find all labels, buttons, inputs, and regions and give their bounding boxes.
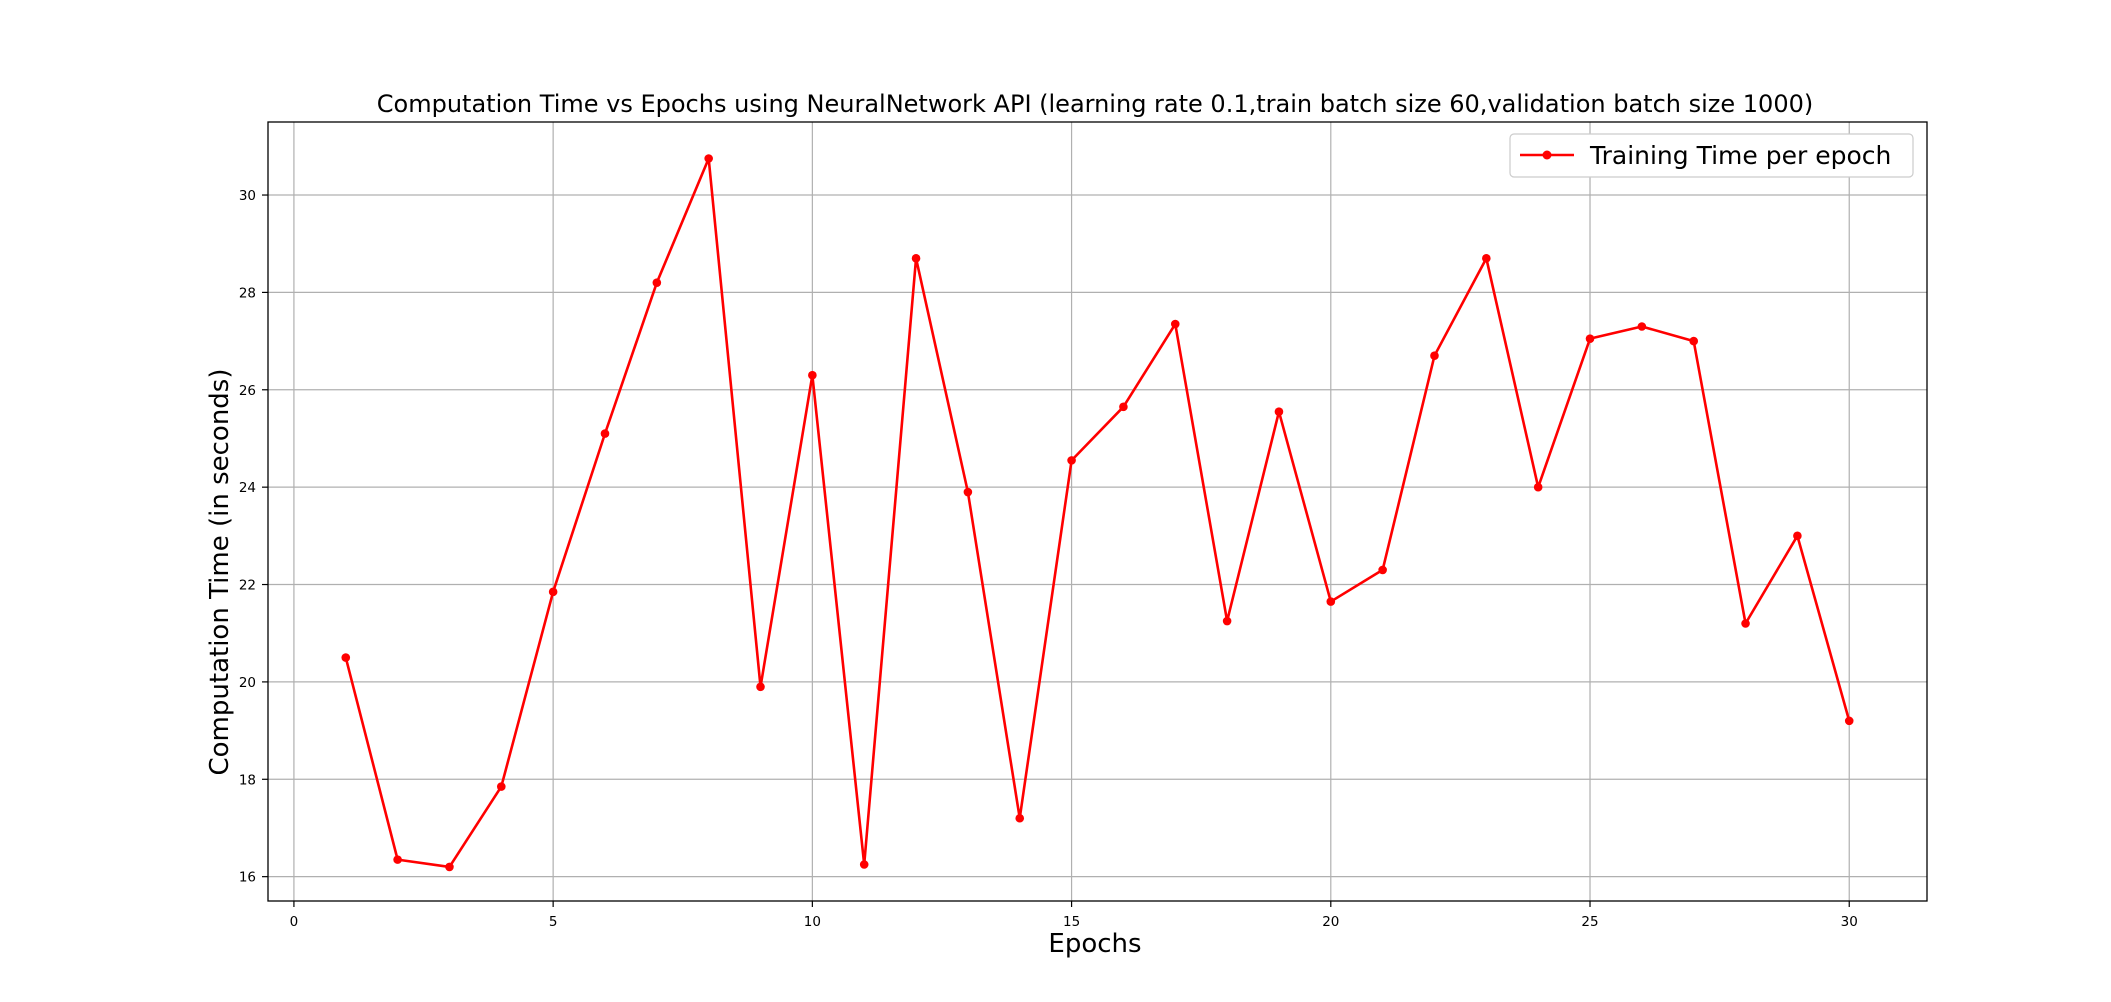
- y-tick-label: 28: [239, 285, 256, 301]
- x-tick-label: 10: [804, 914, 821, 930]
- data-point: [1533, 482, 1543, 492]
- data-point: [341, 653, 351, 662]
- data-point: [445, 862, 454, 872]
- data-point: [756, 682, 765, 692]
- legend: Training Time per epoch: [1509, 133, 1914, 178]
- data-point: [1430, 351, 1439, 361]
- data-point: [1119, 402, 1128, 412]
- y-tick-label: 26: [239, 383, 256, 399]
- y-tick-label: 30: [239, 188, 256, 204]
- data-point: [548, 587, 558, 597]
- legend-marker-sample: [1542, 150, 1552, 160]
- data-point: [1326, 597, 1336, 606]
- data-point: [1689, 336, 1699, 346]
- x-tick-label: 30: [1841, 914, 1858, 930]
- data-point: [1585, 334, 1595, 343]
- plot-area-frame: [267, 121, 1928, 902]
- series-line: [344, 157, 1851, 869]
- y-axis-label: Computation Time (in seconds): [205, 369, 235, 776]
- data-point: [652, 278, 662, 287]
- data-point: [704, 154, 713, 163]
- x-tick-label: 0: [290, 914, 299, 930]
- data-point: [1741, 619, 1750, 628]
- x-tick-label: 25: [1581, 914, 1598, 930]
- x-axis-label: Epochs: [1048, 929, 1141, 959]
- data-point: [1637, 322, 1647, 331]
- data-point: [1170, 319, 1180, 329]
- x-tick-label: 5: [549, 914, 558, 930]
- data-point: [1378, 565, 1387, 575]
- x-tick-label: 20: [1322, 914, 1339, 930]
- data-point: [1274, 407, 1284, 416]
- data-point: [963, 487, 973, 497]
- data-point: [808, 370, 817, 380]
- y-tick-label: 18: [239, 772, 256, 788]
- data-point: [859, 860, 869, 869]
- grid-lines: [268, 122, 1927, 901]
- data-series: [341, 154, 1854, 872]
- y-tick-label: 24: [239, 480, 256, 496]
- x-tick-label: 15: [1063, 914, 1080, 930]
- legend-box: [1509, 133, 1914, 178]
- chart-title: Computation Time vs Epochs using NeuralN…: [377, 90, 1813, 118]
- axis-ticks: 0 5 10 15 20 25 30 16 18 20 22 24 26 28 30: [239, 188, 1858, 930]
- data-point: [393, 855, 402, 864]
- data-point: [1015, 813, 1025, 823]
- data-point: [600, 429, 610, 438]
- data-point: [1844, 716, 1854, 726]
- data-point: [1222, 616, 1232, 626]
- y-tick-label: 16: [239, 870, 256, 886]
- data-point: [496, 782, 506, 791]
- data-point: [1067, 456, 1076, 465]
- legend-label: Training Time per epoch: [1589, 141, 1891, 170]
- y-tick-label: 20: [239, 675, 256, 691]
- y-tick-label: 22: [239, 578, 256, 594]
- data-point: [911, 254, 921, 263]
- data-point: [1482, 254, 1491, 263]
- data-point: [1793, 531, 1802, 541]
